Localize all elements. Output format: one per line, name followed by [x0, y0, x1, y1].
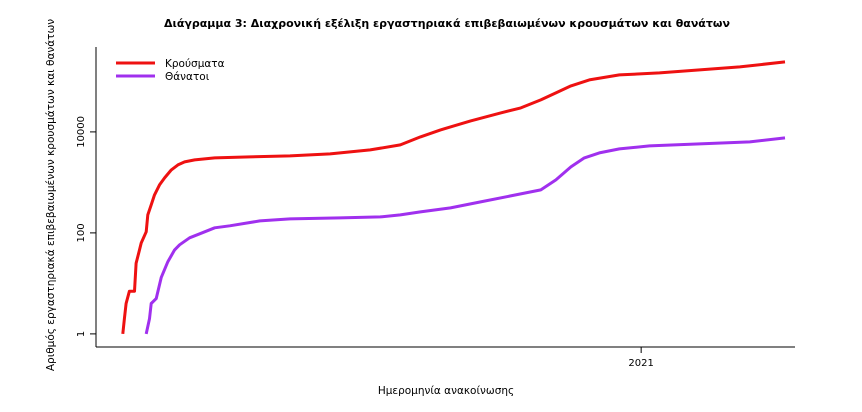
series-line-deaths — [144, 136, 786, 335]
y-tick-label: 10000 — [76, 116, 87, 148]
y-tick-label: 100 — [76, 223, 87, 242]
series-line-cases — [121, 60, 786, 335]
legend-label-cases: Κρούσματα — [165, 58, 225, 70]
legend: Κρούσματα Θάνατοι — [116, 58, 225, 83]
y-axis-label: Αριθμός εργαστηριακά επιβεβαιωμένων κρου… — [45, 19, 57, 371]
chart-title: Διάγραμμα 3: Διαχρονική εξέλιξη εργαστηρ… — [164, 17, 730, 30]
x-tick-label: 2021 — [628, 358, 653, 369]
x-axis-label: Ημερομηνία ανακοίνωσης — [378, 385, 514, 397]
y-tick-label: 1 — [76, 331, 87, 337]
axes — [95, 47, 795, 348]
legend-label-deaths: Θάνατοι — [165, 71, 210, 83]
